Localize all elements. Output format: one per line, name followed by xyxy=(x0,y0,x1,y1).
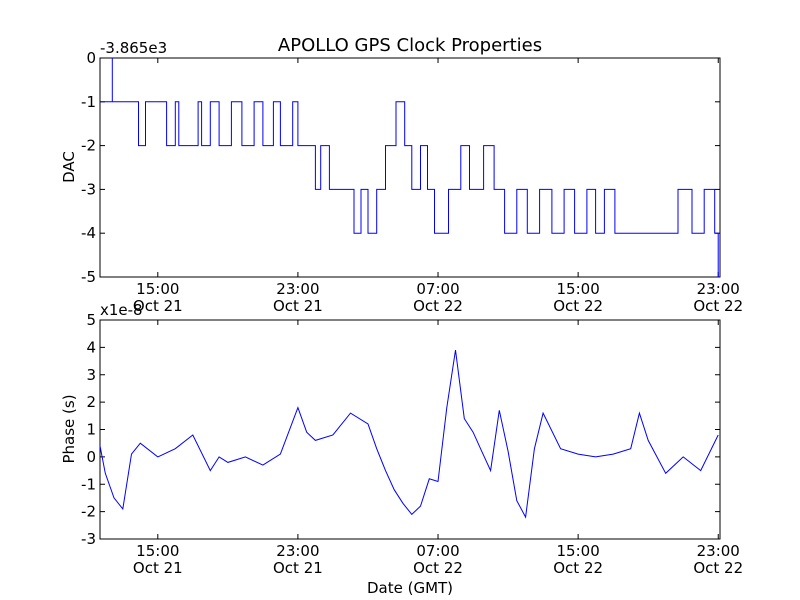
dac-x-tick-time: 15:00 xyxy=(557,280,600,298)
dac-series-line xyxy=(100,58,719,277)
dac-x-tick-date: Oct 22 xyxy=(553,297,603,315)
phase-y-tick-label: 3 xyxy=(86,366,96,384)
dac-y-tick-label: -2 xyxy=(81,137,96,155)
phase-y-tick-label: 5 xyxy=(86,311,96,329)
phase-x-tick-time: 07:00 xyxy=(416,542,459,560)
phase-series xyxy=(99,350,719,519)
phase-x-tick-date: Oct 22 xyxy=(693,559,743,577)
phase-y-tick-label: -3 xyxy=(81,530,96,548)
phase-y-tick-label: 4 xyxy=(86,338,96,356)
dac-y-tick-label: -5 xyxy=(81,268,96,286)
dac-x-tick-time: 23:00 xyxy=(697,280,740,298)
dac-x-tick-date: Oct 21 xyxy=(273,297,323,315)
phase-x-tick-date: Oct 21 xyxy=(133,559,183,577)
dac-y-ticks: 0 -1 -2 -3 -4 -5 xyxy=(81,49,720,286)
dac-y-tick-label: -1 xyxy=(81,93,96,111)
phase-x-tick-time: 23:00 xyxy=(276,542,319,560)
phase-x-tick-date: Oct 21 xyxy=(273,559,323,577)
phase-x-tick-time: 23:00 xyxy=(697,542,740,560)
phase-x-tick-time: 15:00 xyxy=(557,542,600,560)
phase-y-tick-label: -1 xyxy=(81,475,96,493)
dac-x-tick-date: Oct 22 xyxy=(693,297,743,315)
phase-offset-label: x1e-8 xyxy=(100,301,143,319)
dac-y-tick-label: -4 xyxy=(81,224,96,242)
phase-y-ticks: 5 4 3 2 1 0 -1 -2 -3 xyxy=(81,311,720,548)
phase-y-axis-label: Phase (s) xyxy=(60,394,78,463)
dac-x-tick-date: Oct 21 xyxy=(133,297,183,315)
dac-series xyxy=(100,58,719,277)
dac-x-tick-date: Oct 22 xyxy=(413,297,463,315)
dac-offset-label: -3.865e3 xyxy=(100,39,167,57)
phase-y-tick-label: 2 xyxy=(86,393,96,411)
chart-title: APOLLO GPS Clock Properties xyxy=(278,35,542,56)
phase-panel: x1e-8 Phase (s) Date (GMT) 543210-1-2-3 … xyxy=(60,301,743,597)
phase-y-tick-label: 1 xyxy=(86,421,96,439)
phase-x-axis-label: Date (GMT) xyxy=(367,579,453,597)
phase-x-tick-date: Oct 22 xyxy=(553,559,603,577)
dac-y-axis-label: DAC xyxy=(60,151,78,183)
phase-series-line xyxy=(99,350,719,519)
dac-plot-frame xyxy=(99,57,721,278)
dac-x-tick-time: 07:00 xyxy=(416,280,459,298)
dac-x-tick-time: 23:00 xyxy=(276,280,319,298)
phase-y-tick-label: 0 xyxy=(86,448,96,466)
phase-y-tick-label: -2 xyxy=(81,503,96,521)
dac-x-tick-time: 15:00 xyxy=(136,280,179,298)
phase-x-tick-date: Oct 22 xyxy=(413,559,463,577)
dac-y-tick-label: -3 xyxy=(81,180,96,198)
dac-y-tick-label: 0 xyxy=(86,49,96,67)
phase-x-tick-time: 15:00 xyxy=(136,542,179,560)
